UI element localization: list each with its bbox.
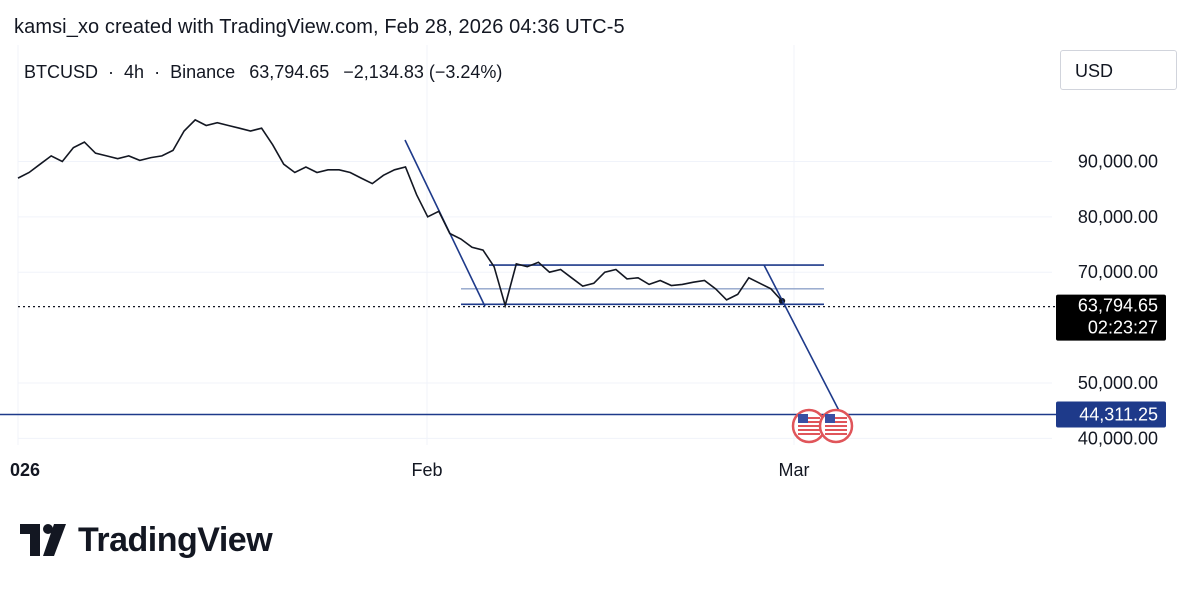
price-line: [17, 118, 783, 309]
chart-credit: kamsi_xo created with TradingView.com, F…: [14, 16, 625, 38]
last-price-badge: [1056, 294, 1166, 341]
axes: 90,000.00 80,000.00 70,000.00 50,000.00 40,0…: [10, 151, 1158, 480]
flag-stripe: [798, 417, 820, 419]
interval-label[interactable]: 4h: [124, 62, 145, 82]
last-price-badge-value: 63,794.65: [1078, 296, 1158, 316]
economic-events[interactable]: [791, 408, 854, 444]
us-flag-icon[interactable]: [818, 408, 854, 444]
current-price: 63,794.65: [249, 62, 330, 82]
flag-stripe: [825, 433, 847, 435]
tradingview-logo-text: TradingView: [78, 520, 273, 559]
flag-stripe: [798, 421, 820, 423]
countdown-label: 02:23:27: [1088, 318, 1158, 338]
price-change: −2,134.83 (−3.24%): [343, 62, 503, 82]
x-axis-tick-label: Feb: [411, 460, 442, 480]
symbol-info-bar: BTCUSD · 4h · Binance 63,794.65 −2,134.8…: [24, 62, 507, 83]
flag-canton: [825, 414, 835, 423]
flag-stripe: [825, 417, 847, 419]
flag-stripe: [825, 429, 847, 431]
exchange-label: Binance: [170, 62, 236, 82]
y-axis-tick-label: 40,000.00: [1078, 428, 1158, 448]
x-axis-tick-label: 026: [10, 460, 40, 480]
target-price-badge-value: 44,311.25: [1079, 405, 1158, 425]
target-price-badge: [1056, 401, 1166, 428]
flag-stripe: [798, 429, 820, 431]
y-axis-tick-label: 80,000.00: [1078, 207, 1158, 227]
flag-stripe: [825, 421, 847, 423]
symbol-name[interactable]: BTCUSD: [24, 62, 99, 82]
y-axis-tick-label: 50,000.00: [1078, 373, 1158, 393]
currency-selector[interactable]: USD: [1060, 50, 1177, 90]
flag-canton: [798, 414, 808, 423]
us-flag-icon[interactable]: [791, 408, 827, 444]
downtrend-line-right[interactable]: [763, 264, 842, 415]
flag-stripe: [798, 433, 820, 435]
y-axis-tick-label: 70,000.00: [1078, 262, 1158, 282]
tradingview-logo: TradingView: [18, 520, 273, 560]
x-axis-tick-label: Mar: [779, 460, 810, 480]
trend-drawings[interactable]: [0, 139, 1056, 416]
y-axis-tick-label: 90,000.00: [1078, 151, 1158, 171]
flag-stripe: [798, 425, 820, 427]
grid-lines: [17, 45, 1052, 445]
separator-dot: ·: [154, 62, 161, 82]
tradingview-logo-icon: [20, 524, 66, 556]
separator-dot: ·: [108, 62, 115, 82]
flag-stripe: [825, 425, 847, 427]
